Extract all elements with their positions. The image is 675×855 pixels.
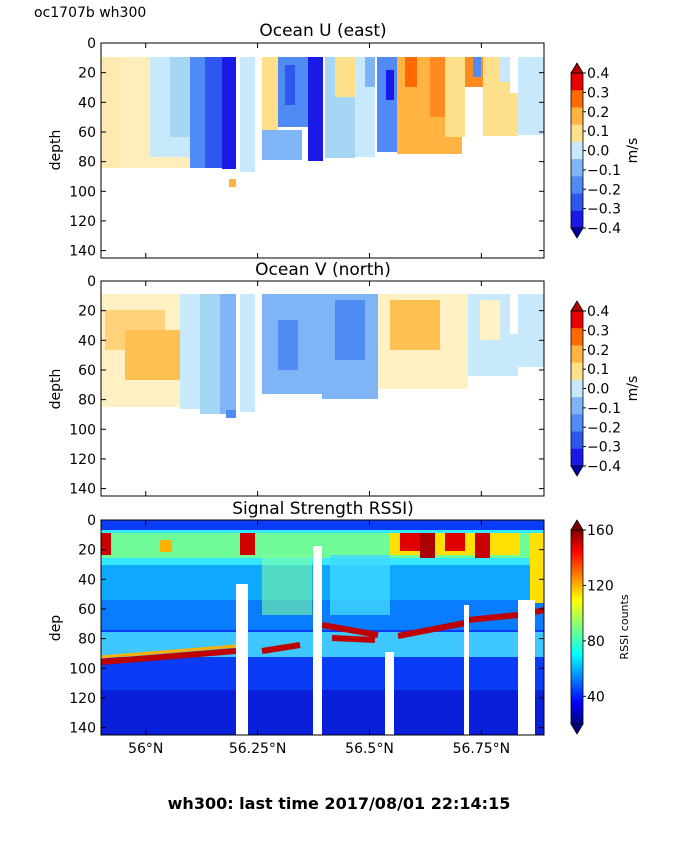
colorbar-tick-label: 0.1 — [587, 124, 609, 140]
colorbar-rssi-bottom-arrow — [570, 723, 584, 735]
ytick-label: 0 — [87, 274, 96, 290]
panel-v-title: Ocean V (north) — [255, 260, 391, 280]
panel-rssi-ylabel: dep — [48, 615, 64, 642]
xtick-label: 56.5°N — [345, 741, 394, 757]
colorbar-segment — [571, 124, 583, 143]
xtick-label: 56.25°N — [229, 741, 287, 757]
colorbar-tick-label: 160 — [587, 523, 614, 539]
colorbar-tick-label: 0.2 — [587, 343, 609, 359]
panel-v-ylabel: depth — [48, 369, 64, 410]
ytick-label: 80 — [78, 632, 96, 648]
ytick-label: 0 — [87, 513, 96, 529]
panel-ocean-v: Ocean V (north) depth 0 20 40 60 80 100 120 — [48, 260, 545, 498]
colorbar-segment — [571, 328, 583, 346]
colorbar-rssi-top-arrow — [570, 519, 584, 531]
colorbar-tick-label: 0.2 — [587, 105, 609, 121]
colorbar-segment — [571, 345, 583, 364]
ytick-label: 100 — [69, 184, 96, 200]
colorbar-tick-label: −0.1 — [587, 401, 621, 417]
colorbar-tick-label: −0.4 — [587, 221, 621, 237]
colorbar-segment — [571, 414, 583, 433]
colorbar-segment — [571, 159, 583, 177]
cruise-label: oc1707b wh300 — [34, 5, 146, 21]
colorbar-v: 0.4 0.3 0.2 0.1 0.0 −0.1 −0.2 −0.3 −0.4 m/s — [570, 300, 641, 477]
colorbar-segment — [571, 193, 583, 212]
colorbar-tick-label: 0.3 — [587, 85, 609, 101]
panel-rssi-title: Signal Strength RSSI) — [232, 499, 414, 519]
colorbar-segment — [571, 107, 583, 126]
ytick-label: 120 — [69, 452, 96, 468]
colorbar-tick-label: 0.1 — [587, 362, 609, 378]
ytick-label: 100 — [69, 422, 96, 438]
ytick-label: 80 — [78, 393, 96, 409]
colorbar-rssi: RSSI counts 160 120 80 40 — [570, 519, 631, 735]
u-field — [101, 57, 544, 187]
colorbar-segment — [571, 176, 583, 195]
ytick-label: 100 — [69, 661, 96, 677]
colorbar-segment — [571, 431, 583, 450]
colorbar-segment — [571, 311, 583, 329]
colorbar-segment — [571, 90, 583, 108]
colorbar-bottom-arrow — [570, 465, 584, 477]
colorbar-label: m/s — [625, 376, 641, 402]
colorbar-top-arrow — [570, 300, 584, 312]
colorbar-tick-label: 0.4 — [587, 66, 609, 82]
colorbar-tick-label: 0.0 — [587, 382, 609, 398]
v-field — [101, 294, 544, 424]
panel-u-title: Ocean U (east) — [259, 21, 386, 41]
colorbar-tick-label: 40 — [587, 689, 605, 705]
ytick-label: 60 — [78, 602, 96, 618]
ytick-label: 60 — [78, 363, 96, 379]
ytick-label: 40 — [78, 333, 96, 349]
colorbar-tick-label: −0.1 — [587, 163, 621, 179]
panel-rssi: Signal Strength RSSI) — [48, 499, 545, 757]
colorbar-tick-label: 0.4 — [587, 304, 609, 320]
colorbar-segment — [571, 379, 583, 398]
colorbar-tick-label: 0.3 — [587, 323, 609, 339]
ytick-label: 140 — [69, 244, 96, 260]
colorbar-u: 0.4 0.3 0.2 0.1 0.0 −0.1 −0.2 −0.3 −0.4 m/s — [570, 62, 641, 239]
footer-caption: wh300: last time 2017/08/01 22:14:15 — [168, 794, 511, 813]
ytick-label: 80 — [78, 155, 96, 171]
ytick-label: 140 — [69, 482, 96, 498]
colorbar-tick-label: 120 — [587, 578, 614, 594]
colorbar-tick-label: −0.3 — [587, 202, 621, 218]
ytick-label: 20 — [78, 304, 96, 320]
colorbar-label: m/s — [625, 138, 641, 164]
ytick-label: 40 — [78, 572, 96, 588]
panel-u-frame — [100, 42, 545, 259]
ytick-label: 140 — [69, 721, 96, 737]
ytick-label: 20 — [78, 543, 96, 559]
ytick-label: 120 — [69, 691, 96, 707]
colorbar-rssi-label: RSSI counts — [618, 594, 631, 659]
panel-u-ylabel: depth — [48, 130, 64, 171]
colorbar-tick-label: 80 — [587, 634, 605, 650]
panel-ocean-u: Ocean U (east) — [48, 21, 545, 260]
colorbar-segment — [571, 397, 583, 415]
colorbar-tick-label: −0.3 — [587, 440, 621, 456]
rssi-field — [101, 520, 544, 735]
panel-rssi-frame — [100, 519, 545, 736]
ytick-label: 40 — [78, 95, 96, 111]
colorbar-bottom-arrow — [570, 227, 584, 239]
ytick-label: 0 — [87, 36, 96, 52]
colorbar-segment — [571, 448, 583, 467]
colorbar-tick-label: 0.0 — [587, 144, 609, 160]
colorbar-tick-label: −0.4 — [587, 459, 621, 475]
colorbar-top-arrow — [570, 62, 584, 74]
colorbar-segment — [571, 362, 583, 381]
xtick-label: 56°N — [128, 741, 163, 757]
ytick-label: 120 — [69, 214, 96, 230]
colorbar-segment — [571, 73, 583, 91]
ytick-label: 60 — [78, 125, 96, 141]
colorbar-tick-label: −0.2 — [587, 182, 621, 198]
colorbar-segment — [571, 210, 583, 229]
xtick-label: 56.75°N — [453, 741, 511, 757]
colorbar-tick-label: −0.2 — [587, 420, 621, 436]
ytick-label: 20 — [78, 66, 96, 82]
panel-v-frame — [100, 280, 545, 497]
colorbar-rssi-gradient — [570, 529, 584, 725]
colorbar-segment — [571, 141, 583, 160]
